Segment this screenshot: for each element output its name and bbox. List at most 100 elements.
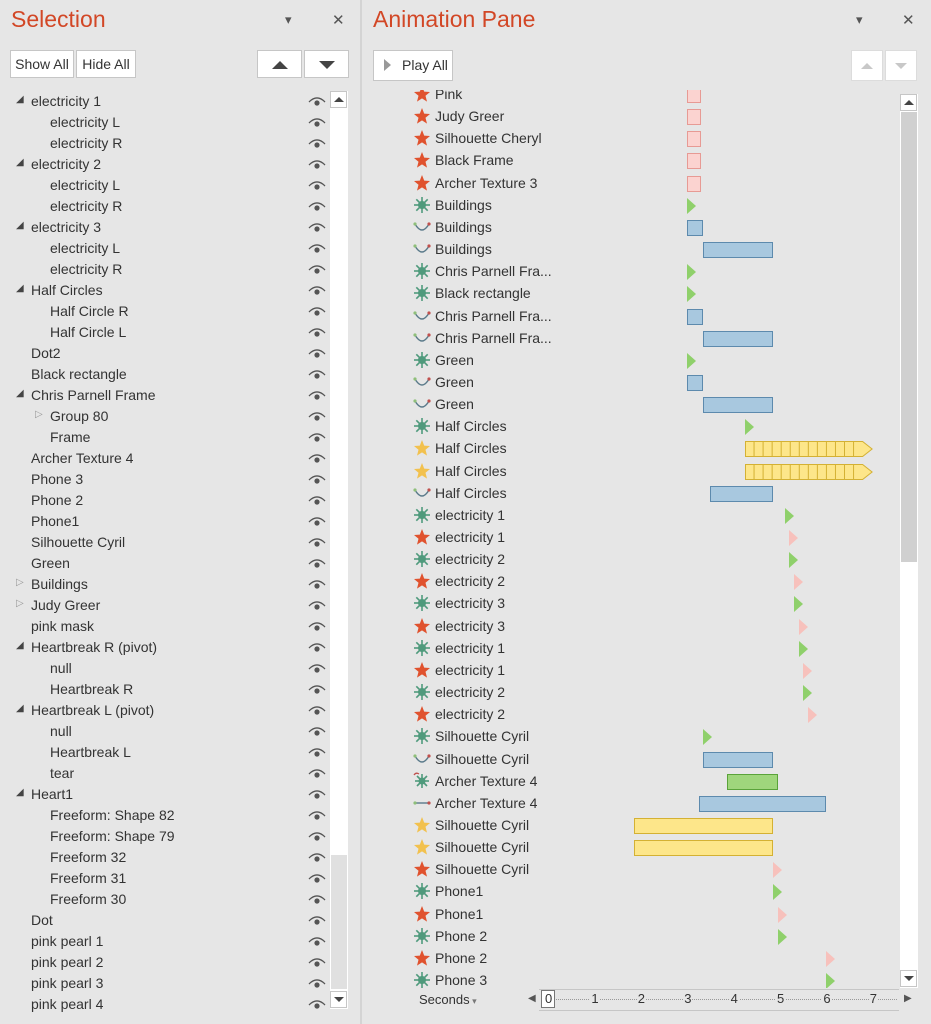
visibility-eye-icon[interactable]	[308, 702, 326, 718]
selection-item[interactable]: pink mask	[10, 616, 330, 637]
timing-marker[interactable]	[687, 286, 697, 303]
selection-scroll-up-button[interactable]	[330, 91, 347, 108]
selection-item[interactable]: null	[10, 658, 330, 679]
animation-item[interactable]: Green	[362, 371, 898, 393]
visibility-eye-icon[interactable]	[308, 261, 326, 277]
selection-item[interactable]: Phone 3	[10, 469, 330, 490]
timing-marker[interactable]	[784, 507, 794, 524]
animation-item[interactable]: Buildings	[362, 238, 898, 260]
visibility-eye-icon[interactable]	[308, 639, 326, 655]
visibility-eye-icon[interactable]	[308, 450, 326, 466]
timing-bar[interactable]	[698, 795, 827, 812]
visibility-eye-icon[interactable]	[308, 744, 326, 760]
animation-item[interactable]: Half Circles	[362, 415, 898, 437]
timing-marker[interactable]	[826, 950, 836, 967]
timing-bar[interactable]	[703, 330, 774, 347]
timeline-scroll-left-icon[interactable]: ◀	[528, 993, 536, 1004]
visibility-eye-icon[interactable]	[308, 849, 326, 865]
close-animation-pane-icon[interactable]: ✕	[902, 12, 915, 29]
collapse-group-icon[interactable]: ◢	[16, 787, 24, 798]
visibility-eye-icon[interactable]	[308, 765, 326, 781]
collapse-group-icon[interactable]: ◢	[16, 157, 24, 168]
timing-marker[interactable]	[789, 530, 799, 546]
animation-item[interactable]: Phone1	[362, 903, 898, 925]
selection-item[interactable]: electricity L	[10, 238, 330, 259]
timing-marker[interactable]	[687, 264, 697, 281]
visibility-eye-icon[interactable]	[308, 975, 326, 991]
animation-item[interactable]: Phone 2	[362, 947, 898, 969]
selection-item[interactable]: Half Circle L	[10, 322, 330, 343]
selection-item[interactable]: Freeform 31	[10, 868, 330, 889]
animation-item[interactable]: electricity 3	[362, 615, 898, 637]
animation-item[interactable]: Silhouette Cyril	[362, 836, 898, 858]
timing-bar[interactable]	[726, 773, 778, 790]
selection-item[interactable]: electricity R	[10, 259, 330, 280]
pane-divider[interactable]	[360, 0, 362, 1024]
timing-marker[interactable]	[793, 574, 803, 591]
visibility-eye-icon[interactable]	[308, 471, 326, 487]
animation-scroll-down-button[interactable]	[900, 970, 917, 987]
selection-item[interactable]: ▷ Judy Greer	[10, 595, 330, 616]
collapse-group-icon[interactable]: ◢	[16, 283, 24, 294]
selection-item[interactable]: ◢ Heart1	[10, 784, 330, 805]
animation-item[interactable]: Black Frame	[362, 149, 898, 171]
selection-item[interactable]: Black rectangle	[10, 364, 330, 385]
timing-marker[interactable]	[798, 640, 808, 657]
selection-item[interactable]: Dot	[10, 910, 330, 931]
animation-item[interactable]: Phone 2	[362, 925, 898, 947]
animation-item[interactable]: electricity 1	[362, 659, 898, 681]
visibility-eye-icon[interactable]	[308, 198, 326, 214]
animation-item[interactable]: Buildings	[362, 216, 898, 238]
selection-item[interactable]: pink pearl 1	[10, 931, 330, 952]
visibility-eye-icon[interactable]	[308, 135, 326, 151]
animation-scrollbar-thumb[interactable]	[901, 112, 917, 562]
timing-bar[interactable]	[687, 219, 704, 236]
animation-item[interactable]: Phone 3	[362, 969, 898, 988]
visibility-eye-icon[interactable]	[308, 954, 326, 970]
timing-marker[interactable]	[803, 685, 813, 702]
selection-item[interactable]: ◢ Chris Parnell Frame	[10, 385, 330, 406]
timing-bar[interactable]	[687, 153, 702, 170]
animation-item[interactable]: Phone1	[362, 880, 898, 902]
selection-item[interactable]: Freeform: Shape 79	[10, 826, 330, 847]
animation-item[interactable]: electricity 2	[362, 703, 898, 725]
visibility-eye-icon[interactable]	[308, 219, 326, 235]
timing-marker[interactable]	[703, 729, 713, 746]
animation-item[interactable]: Chris Parnell Fra...	[362, 305, 898, 327]
timing-bar[interactable]	[687, 374, 704, 391]
selection-item[interactable]: electricity R	[10, 133, 330, 154]
visibility-eye-icon[interactable]	[308, 177, 326, 193]
move-later-button[interactable]	[885, 50, 917, 81]
collapse-group-icon[interactable]: ◢	[16, 703, 24, 714]
visibility-eye-icon[interactable]	[308, 618, 326, 634]
timing-marker[interactable]	[793, 596, 803, 613]
selection-item[interactable]: pink pearl 3	[10, 973, 330, 994]
visibility-eye-icon[interactable]	[308, 93, 326, 109]
visibility-eye-icon[interactable]	[308, 597, 326, 613]
visibility-eye-icon[interactable]	[308, 828, 326, 844]
visibility-eye-icon[interactable]	[308, 387, 326, 403]
visibility-eye-icon[interactable]	[308, 366, 326, 382]
selection-item[interactable]: ◢ electricity 2	[10, 154, 330, 175]
visibility-eye-icon[interactable]	[308, 345, 326, 361]
visibility-eye-icon[interactable]	[308, 303, 326, 319]
timing-bar[interactable]	[687, 109, 702, 126]
visibility-eye-icon[interactable]	[308, 492, 326, 508]
expand-group-icon[interactable]: ▷	[16, 577, 24, 588]
visibility-eye-icon[interactable]	[308, 786, 326, 802]
timing-marker[interactable]	[826, 973, 836, 988]
selection-item[interactable]: Freeform 30	[10, 889, 330, 910]
animation-item[interactable]: Silhouette Cyril	[362, 814, 898, 836]
animation-item[interactable]: Pink	[362, 90, 898, 105]
selection-item[interactable]: Heartbreak L	[10, 742, 330, 763]
visibility-eye-icon[interactable]	[308, 534, 326, 550]
visibility-eye-icon[interactable]	[308, 240, 326, 256]
selection-item[interactable]: Freeform 32	[10, 847, 330, 868]
visibility-eye-icon[interactable]	[308, 576, 326, 592]
animation-item[interactable]: Black rectangle	[362, 282, 898, 304]
timing-bar[interactable]	[710, 485, 774, 502]
move-earlier-button[interactable]	[851, 50, 883, 81]
animation-item[interactable]: Silhouette Cheryl	[362, 127, 898, 149]
animation-item[interactable]: electricity 1	[362, 504, 898, 526]
selection-item[interactable]: Phone 2	[10, 490, 330, 511]
